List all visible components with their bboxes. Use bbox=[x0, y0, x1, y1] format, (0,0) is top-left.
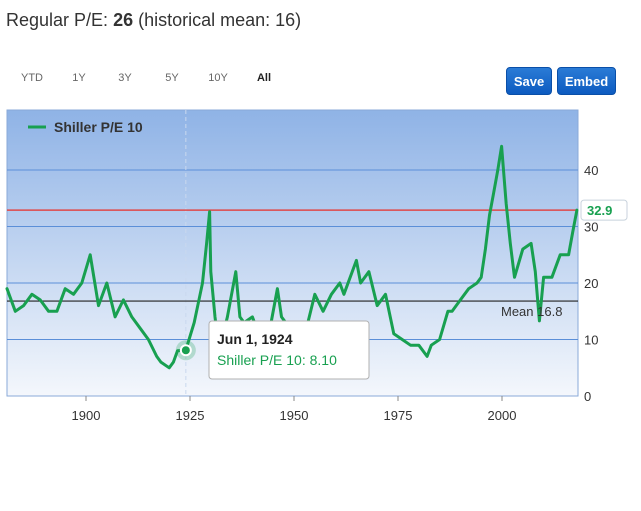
range-button-1y[interactable]: 1Y bbox=[72, 72, 86, 84]
y-tick-label: 40 bbox=[584, 163, 598, 178]
tooltip-box bbox=[208, 320, 370, 380]
hover-point bbox=[179, 344, 192, 357]
x-tick-label: 2000 bbox=[488, 408, 517, 423]
page-title-value: 26 bbox=[113, 10, 134, 30]
current-value-box bbox=[580, 199, 628, 221]
tooltip-separator: : bbox=[302, 352, 310, 368]
tooltip-date: Jun 1, 1924 bbox=[217, 331, 293, 347]
hover-marker bbox=[175, 340, 196, 361]
current-value-label: 32.9 bbox=[587, 203, 612, 218]
tooltip-value-text: 8.10 bbox=[310, 352, 337, 368]
range-button-ytd[interactable]: YTD bbox=[21, 72, 43, 84]
x-tick-label: 1925 bbox=[176, 408, 205, 423]
x-tick-label: 1975 bbox=[384, 408, 413, 423]
reference-lines bbox=[7, 209, 578, 302]
x-tick-label: 1950 bbox=[280, 408, 309, 423]
y-tick-label: 30 bbox=[584, 220, 598, 235]
page-title: Regular P/E: 26 (historical mean: 16) bbox=[6, 10, 301, 31]
tooltip-series-name: Shiller P/E 10 bbox=[217, 352, 302, 368]
y-axis: 0 10 20 30 40 bbox=[584, 163, 598, 404]
range-button-10y[interactable]: 10Y bbox=[208, 72, 228, 84]
y-tick-label: 20 bbox=[584, 276, 598, 291]
mean-annotation: Mean 16.8 bbox=[501, 304, 562, 319]
y-tick-label: 10 bbox=[584, 333, 598, 348]
y-tick-label: 0 bbox=[584, 389, 591, 404]
legend[interactable]: Shiller P/E 10 bbox=[28, 119, 143, 135]
range-button-5y[interactable]: 5Y bbox=[165, 72, 179, 84]
page-title-prefix: Regular P/E: bbox=[6, 10, 114, 30]
page-title-suffix: (historical mean: 16) bbox=[133, 10, 302, 30]
tooltip-value: Shiller P/E 10: 8.10 bbox=[217, 352, 337, 368]
range-button-all[interactable]: All bbox=[256, 72, 272, 84]
embed-button[interactable]: Embed bbox=[557, 67, 616, 95]
range-button-3y[interactable]: 3Y bbox=[118, 72, 132, 84]
tooltip: Jun 1, 1924 Shiller P/E 10: 8.10 bbox=[208, 320, 370, 380]
save-button[interactable]: Save bbox=[506, 67, 552, 95]
mean-label: Mean 16.8 bbox=[501, 304, 562, 319]
pe-chart[interactable]: 1900 1925 1950 1975 2000 0 10 20 30 40 Shiller P… bbox=[0, 100, 641, 430]
current-value-flag: 32.9 bbox=[580, 199, 628, 221]
x-axis: 1900 1925 1950 1975 2000 bbox=[72, 396, 517, 423]
x-tick-label: 1900 bbox=[72, 408, 101, 423]
legend-label[interactable]: Shiller P/E 10 bbox=[54, 119, 143, 135]
